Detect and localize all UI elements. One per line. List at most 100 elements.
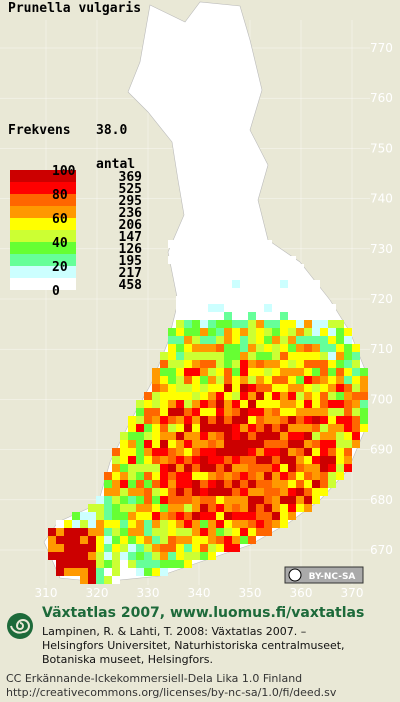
occurrence-cell xyxy=(248,416,256,424)
occurrence-cell xyxy=(184,400,192,408)
occurrence-cell xyxy=(272,376,280,384)
occurrence-cell xyxy=(128,480,136,488)
occurrence-cell xyxy=(320,344,328,352)
occurrence-cell xyxy=(88,552,96,560)
occurrence-cell xyxy=(272,264,280,272)
occurrence-cell xyxy=(224,240,232,248)
occurrence-cell xyxy=(280,328,288,336)
occurrence-cell xyxy=(136,560,144,568)
occurrence-cell xyxy=(232,288,240,296)
occurrence-cell xyxy=(224,448,232,456)
occurrence-cell xyxy=(304,280,312,288)
occurrence-cell xyxy=(288,376,296,384)
occurrence-cell xyxy=(360,408,368,416)
occurrence-cell xyxy=(240,416,248,424)
occurrence-cell xyxy=(224,400,232,408)
occurrence-cell xyxy=(136,424,144,432)
occurrence-cell xyxy=(128,544,136,552)
occurrence-cell xyxy=(344,344,352,352)
occurrence-cell xyxy=(216,288,224,296)
citation-line: Helsingfors Universitet, Naturhistoriska… xyxy=(42,639,345,652)
occurrence-cell xyxy=(272,416,280,424)
count-label: 295 xyxy=(119,194,142,209)
occurrence-cell xyxy=(80,568,88,576)
scale-label: 60 xyxy=(52,212,68,227)
occurrence-cell xyxy=(112,568,120,576)
occurrence-cell xyxy=(104,512,112,520)
occurrence-cell xyxy=(208,512,216,520)
northing-label: 670 xyxy=(370,543,393,557)
occurrence-cell xyxy=(248,496,256,504)
occurrence-cell xyxy=(96,496,104,504)
occurrence-cell xyxy=(136,480,144,488)
occurrence-cells xyxy=(48,240,368,584)
occurrence-cell xyxy=(104,528,112,536)
occurrence-cell xyxy=(224,272,232,280)
occurrence-cell xyxy=(296,440,304,448)
occurrence-cell xyxy=(288,440,296,448)
occurrence-cell xyxy=(120,480,128,488)
occurrence-cell xyxy=(144,472,152,480)
occurrence-cell xyxy=(200,296,208,304)
occurrence-cell xyxy=(248,464,256,472)
occurrence-cell xyxy=(296,464,304,472)
occurrence-cell xyxy=(152,568,160,576)
occurrence-cell xyxy=(304,408,312,416)
occurrence-cell xyxy=(312,352,320,360)
occurrence-cell xyxy=(352,352,360,360)
legend-swatch xyxy=(10,278,76,290)
occurrence-cell xyxy=(216,304,224,312)
occurrence-cell xyxy=(344,400,352,408)
occurrence-cell xyxy=(272,288,280,296)
easting-label: 350 xyxy=(239,586,262,600)
occurrence-cell xyxy=(248,368,256,376)
occurrence-cell xyxy=(232,416,240,424)
occurrence-cell xyxy=(320,488,328,496)
occurrence-cell xyxy=(152,472,160,480)
occurrence-cell xyxy=(160,528,168,536)
occurrence-cell xyxy=(184,528,192,536)
occurrence-cell xyxy=(96,568,104,576)
occurrence-cell xyxy=(104,576,112,584)
occurrence-cell xyxy=(208,392,216,400)
occurrence-cell xyxy=(280,392,288,400)
occurrence-cell xyxy=(256,336,264,344)
occurrence-cell xyxy=(136,512,144,520)
occurrence-cell xyxy=(208,464,216,472)
occurrence-cell xyxy=(320,440,328,448)
occurrence-cell xyxy=(120,488,128,496)
occurrence-cell xyxy=(240,456,248,464)
occurrence-cell xyxy=(184,536,192,544)
occurrence-cell xyxy=(224,488,232,496)
occurrence-cell xyxy=(144,392,152,400)
occurrence-cell xyxy=(256,328,264,336)
occurrence-cell xyxy=(224,320,232,328)
occurrence-cell xyxy=(280,360,288,368)
occurrence-cell xyxy=(96,536,104,544)
occurrence-cell xyxy=(224,344,232,352)
count-label: 525 xyxy=(119,182,142,197)
occurrence-cell xyxy=(160,424,168,432)
occurrence-cell xyxy=(240,536,248,544)
occurrence-cell xyxy=(160,392,168,400)
occurrence-cell xyxy=(128,448,136,456)
occurrence-cell xyxy=(264,328,272,336)
occurrence-cell xyxy=(224,480,232,488)
occurrence-cell xyxy=(248,392,256,400)
occurrence-cell xyxy=(200,472,208,480)
occurrence-cell xyxy=(120,448,128,456)
occurrence-cell xyxy=(160,472,168,480)
occurrence-cell xyxy=(168,392,176,400)
occurrence-cell xyxy=(328,456,336,464)
occurrence-cell xyxy=(136,536,144,544)
occurrence-cell xyxy=(192,368,200,376)
occurrence-cell xyxy=(144,400,152,408)
occurrence-cell xyxy=(208,440,216,448)
occurrence-cell xyxy=(264,384,272,392)
scale-label: 100 xyxy=(52,164,76,179)
occurrence-cell xyxy=(160,504,168,512)
occurrence-cell xyxy=(272,384,280,392)
occurrence-cell xyxy=(240,344,248,352)
occurrence-cell xyxy=(344,328,352,336)
occurrence-cell xyxy=(200,528,208,536)
